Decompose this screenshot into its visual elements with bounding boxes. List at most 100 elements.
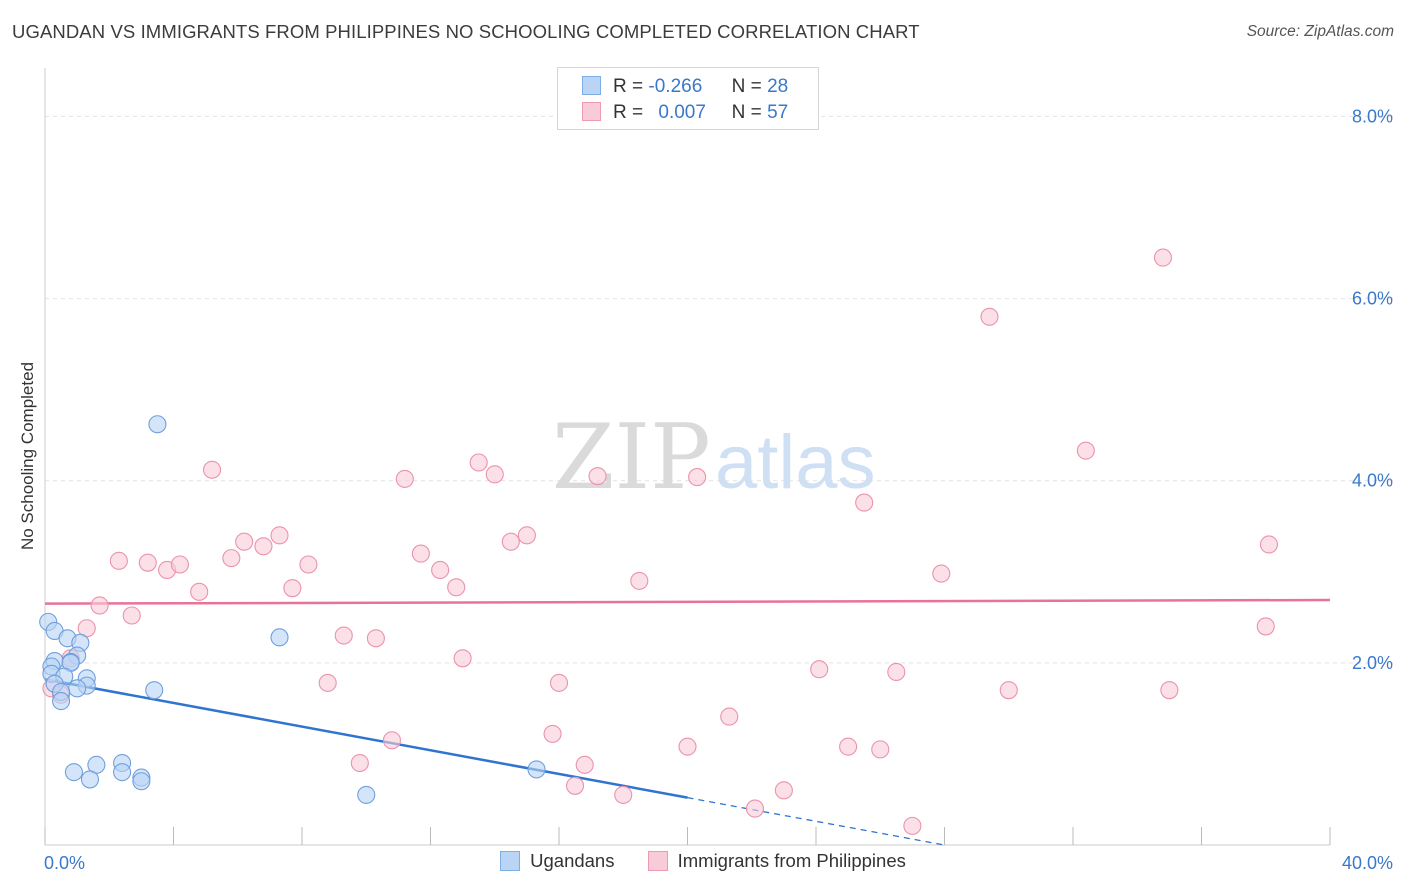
philippines-point	[688, 468, 707, 487]
ugandans-point	[527, 760, 546, 779]
legend-item-philippines[interactable]: Immigrants from Philippines	[647, 850, 906, 872]
ugandans-point	[80, 770, 100, 789]
x-tick-label: 0.0%	[44, 853, 85, 873]
philippines-point	[138, 553, 157, 572]
philippines-point	[871, 740, 890, 759]
r-label: R =	[613, 102, 644, 123]
r-value: -0.266	[648, 76, 703, 97]
philippines-point	[774, 781, 793, 800]
n-value: 28	[767, 76, 789, 97]
philippines-point	[109, 551, 128, 570]
philippines-point	[745, 799, 765, 818]
philippines-point	[190, 582, 209, 601]
tick-labels: 2.0% 4.0% 6.0% 8.0% 0.0% 40.0%	[44, 106, 1393, 873]
ugandans-point	[64, 763, 83, 782]
n-label: N =	[731, 102, 762, 123]
stats-legend-row-philippines: R = 0.007 N = 57	[582, 102, 788, 126]
philippines-point	[469, 453, 488, 472]
philippines-point	[543, 724, 562, 743]
philippines-trend-line	[44, 598, 1331, 605]
ugandans-points	[39, 415, 546, 804]
philippines-point	[366, 629, 385, 648]
series-legend: Ugandans Immigrants from Philippines	[0, 850, 1406, 872]
philippines-point	[447, 578, 466, 597]
philippines-point	[382, 731, 402, 750]
philippines-point	[453, 649, 472, 668]
x-tick-label: 40.0%	[1342, 853, 1393, 873]
philippines-point	[170, 555, 189, 574]
trend-lines	[44, 598, 1331, 846]
ugandans-trend-line	[44, 678, 688, 799]
philippines-point	[903, 816, 922, 835]
philippines-swatch	[582, 102, 601, 121]
philippines-point	[395, 469, 414, 488]
philippines-point	[235, 532, 254, 551]
y-tick-label: 4.0%	[1352, 471, 1393, 491]
stats-legend: R = -0.266 N = 28 R = 0.007 N = 57	[557, 67, 819, 130]
philippines-point	[588, 467, 607, 486]
ugandans-point	[357, 785, 376, 804]
chart-title: UGANDAN VS IMMIGRANTS FROM PHILIPPINES N…	[12, 21, 920, 42]
philippines-point	[839, 737, 858, 756]
philippines-point	[318, 673, 337, 692]
philippines-legend-swatch	[647, 851, 668, 871]
watermark-atlas: atlas	[715, 420, 876, 505]
legend-item-ugandans[interactable]: Ugandans	[500, 850, 614, 872]
philippines-point	[1153, 248, 1172, 267]
n-label: N =	[731, 76, 762, 97]
grid-lines	[45, 115, 1395, 664]
legend-label: Ugandans	[530, 850, 615, 871]
philippines-point	[122, 606, 141, 625]
philippines-point	[90, 596, 109, 615]
philippines-point	[1259, 535, 1279, 554]
philippines-point	[549, 673, 569, 692]
philippines-point	[283, 579, 302, 598]
philippines-point	[566, 776, 585, 795]
philippines-point	[254, 537, 273, 556]
ugandans-point	[145, 681, 164, 700]
philippines-point	[932, 564, 951, 583]
philippines-point	[810, 660, 829, 679]
philippines-point	[431, 560, 450, 580]
philippines-point	[299, 555, 318, 574]
y-axis-label: No Schooling Completed	[18, 361, 37, 551]
philippines-point	[678, 737, 697, 756]
r-value: 0.007	[658, 102, 706, 123]
philippines-point	[270, 526, 289, 545]
philippines-point	[411, 544, 430, 563]
ugandans-swatch	[582, 76, 601, 95]
y-tick-label: 2.0%	[1352, 653, 1393, 673]
ugandans-point	[52, 692, 71, 711]
philippines-point	[203, 460, 222, 479]
philippines-point	[485, 465, 504, 484]
source-label: Source: ZipAtlas.com	[1246, 23, 1394, 40]
r-label: R =	[613, 76, 644, 97]
philippines-point	[855, 493, 874, 512]
philippines-point	[350, 753, 369, 773]
ugandans-legend-swatch	[500, 851, 521, 871]
philippines-point	[614, 785, 633, 804]
philippines-point	[222, 549, 241, 568]
n-value: 57	[767, 102, 789, 123]
ugandans-point	[113, 763, 132, 782]
philippines-point	[575, 755, 594, 774]
y-tick-label: 6.0%	[1352, 289, 1393, 309]
philippines-point	[1256, 617, 1275, 636]
philippines-point	[630, 571, 649, 590]
ugandans-point	[68, 679, 87, 698]
philippines-point	[999, 681, 1018, 700]
philippines-point	[1160, 681, 1179, 700]
stats-legend-row-ugandans: R = -0.266 N = 28	[582, 76, 788, 100]
philippines-point	[1076, 441, 1095, 460]
philippines-point	[501, 532, 520, 551]
ugandans-point	[270, 628, 289, 647]
y-tick-label: 8.0%	[1352, 106, 1393, 126]
axes	[44, 68, 1331, 846]
philippines-point	[334, 626, 353, 645]
philippines-point	[517, 526, 536, 545]
ugandans-point	[148, 415, 167, 434]
watermark-zip: ZIP	[552, 405, 711, 510]
legend-label: Immigrants from Philippines	[677, 850, 906, 871]
philippines-point	[720, 707, 739, 726]
